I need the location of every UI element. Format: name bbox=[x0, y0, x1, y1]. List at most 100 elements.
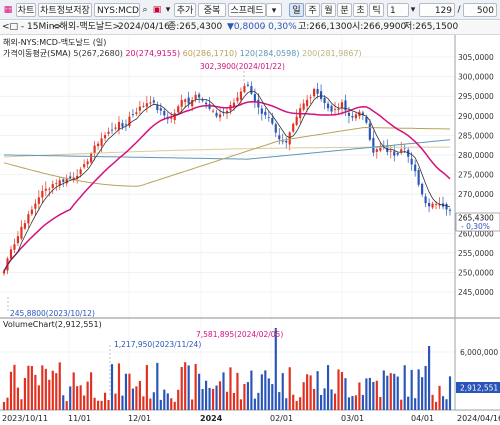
candle-body bbox=[103, 135, 107, 139]
volume-bar bbox=[229, 367, 232, 410]
change-pct-value: - 0,30% bbox=[262, 22, 297, 32]
volume-bar bbox=[222, 372, 225, 410]
volume-bar bbox=[292, 394, 295, 410]
candle-body bbox=[13, 244, 16, 250]
candle-body bbox=[438, 204, 441, 206]
volume-bar bbox=[41, 365, 44, 410]
candle-body bbox=[306, 99, 309, 107]
period-tick-button[interactable]: 틱 bbox=[369, 3, 384, 17]
volume-bar bbox=[278, 392, 281, 410]
volume-bar bbox=[281, 373, 284, 410]
overlay-button[interactable]: 중복 bbox=[198, 3, 226, 17]
candle-body bbox=[372, 137, 375, 153]
candle-body bbox=[410, 158, 413, 165]
total-count-input[interactable]: 500 bbox=[463, 3, 497, 17]
search-icon[interactable]: ⌕ bbox=[142, 5, 148, 15]
stock-chart[interactable]: 305,0000 300,0000 295,0000 290,0000 285,0000… bbox=[0, 35, 500, 425]
candle-body bbox=[274, 124, 277, 133]
candle-body bbox=[180, 99, 183, 107]
date-tick-label: 03/01 bbox=[341, 414, 364, 423]
open-value: 시:266,9900 bbox=[352, 22, 407, 32]
candle-body bbox=[414, 164, 417, 172]
candle-body bbox=[20, 226, 23, 239]
low-value: 저:265,1500 bbox=[404, 22, 459, 32]
candle-body bbox=[236, 97, 239, 102]
period-day-button[interactable]: 일 bbox=[289, 3, 304, 17]
chart-annotations: 302,3900(2024/01/22) 245,8800(2023/10/12)… bbox=[7, 62, 285, 397]
volume-bar bbox=[107, 400, 110, 410]
chart-button[interactable]: 차트 bbox=[16, 3, 36, 17]
candle-body bbox=[194, 94, 197, 100]
candle-body bbox=[351, 116, 354, 118]
visible-count-input[interactable]: 129 bbox=[419, 3, 455, 17]
volume-bar bbox=[62, 395, 65, 410]
candle-body bbox=[41, 190, 44, 198]
volume-bar bbox=[65, 401, 68, 410]
volume-bar bbox=[428, 346, 431, 410]
candle-body bbox=[316, 88, 319, 94]
candle-body bbox=[271, 117, 274, 124]
candle-body bbox=[86, 161, 89, 165]
interval-nav[interactable]: <□ - 15Min> bbox=[2, 22, 62, 32]
candle-body bbox=[173, 113, 176, 121]
lock-icon[interactable]: ▣ bbox=[152, 5, 162, 15]
period-month-button[interactable]: 월 bbox=[321, 3, 336, 17]
candle-body bbox=[37, 197, 40, 204]
interval-input[interactable]: 1 bbox=[387, 3, 409, 17]
volume-bar bbox=[58, 362, 61, 410]
spread-button[interactable]: 스프레드 bbox=[228, 3, 266, 17]
period-week-button[interactable]: 주 bbox=[305, 3, 320, 17]
save-chart-info-button[interactable]: 차트정보저장 bbox=[38, 3, 92, 17]
volume-bar bbox=[354, 395, 358, 410]
volume-bar bbox=[37, 385, 40, 410]
candle-body bbox=[69, 176, 72, 179]
candle-body bbox=[177, 106, 180, 113]
volume-bar bbox=[135, 386, 138, 410]
high-value: 고:266,1300 bbox=[298, 22, 353, 32]
period-second-button[interactable]: 초 bbox=[353, 3, 368, 17]
date-tick-label: 12/01 bbox=[128, 414, 151, 423]
chart-labels: 305,0000 300,0000 295,0000 290,0000 285,0000… bbox=[2, 53, 500, 423]
candle-body bbox=[138, 106, 141, 111]
menu-icon[interactable]: ▾ bbox=[165, 5, 171, 15]
volume-title: VolumeChart(2,912,551) bbox=[3, 320, 102, 330]
candle-body bbox=[340, 102, 344, 109]
volume-bar bbox=[9, 371, 13, 410]
candle-body bbox=[58, 180, 61, 186]
candle-body bbox=[434, 203, 438, 205]
candle-body bbox=[201, 100, 204, 101]
period-minute-button[interactable]: 분 bbox=[337, 3, 352, 17]
price-tick-label: 290,0000 bbox=[458, 112, 494, 121]
volume-bar bbox=[34, 374, 37, 410]
high-annotation: 302,3900(2024/01/22) bbox=[200, 62, 285, 71]
volume-bar bbox=[51, 370, 54, 410]
add-button[interactable]: 추가 bbox=[174, 3, 196, 17]
candle-body bbox=[30, 209, 33, 215]
volume-bar bbox=[96, 400, 100, 410]
candle-body bbox=[295, 116, 298, 125]
volume-bar bbox=[288, 367, 291, 410]
volume-bar bbox=[173, 401, 176, 410]
candle-body bbox=[424, 196, 427, 204]
volume-bar bbox=[285, 398, 288, 410]
volume-bar bbox=[117, 363, 121, 410]
candle-body bbox=[96, 143, 100, 147]
symbol-input[interactable]: NYS:MCD bbox=[94, 3, 140, 17]
candle-body bbox=[243, 85, 246, 93]
candle-body bbox=[267, 116, 270, 118]
price-tick-label: 280,0000 bbox=[458, 151, 494, 160]
candle-body bbox=[156, 105, 159, 110]
volume-bar bbox=[337, 369, 340, 410]
volume-bar bbox=[239, 399, 243, 410]
candle-body bbox=[110, 129, 114, 131]
dropdown-button[interactable]: ▾ bbox=[266, 3, 282, 17]
sma-120-line bbox=[3, 139, 451, 160]
symbol-title: <해외-맥도날드> bbox=[52, 22, 121, 32]
candle-body bbox=[400, 149, 403, 152]
volume-title-label: VolumeChart bbox=[3, 320, 55, 329]
interval-dropdown-icon[interactable]: ▾ bbox=[410, 5, 416, 15]
chart-icon[interactable]: ▦ bbox=[3, 5, 13, 15]
price-tick-label: 260,0000 bbox=[458, 229, 494, 238]
candle-body bbox=[257, 99, 260, 108]
candle-body bbox=[142, 105, 145, 107]
